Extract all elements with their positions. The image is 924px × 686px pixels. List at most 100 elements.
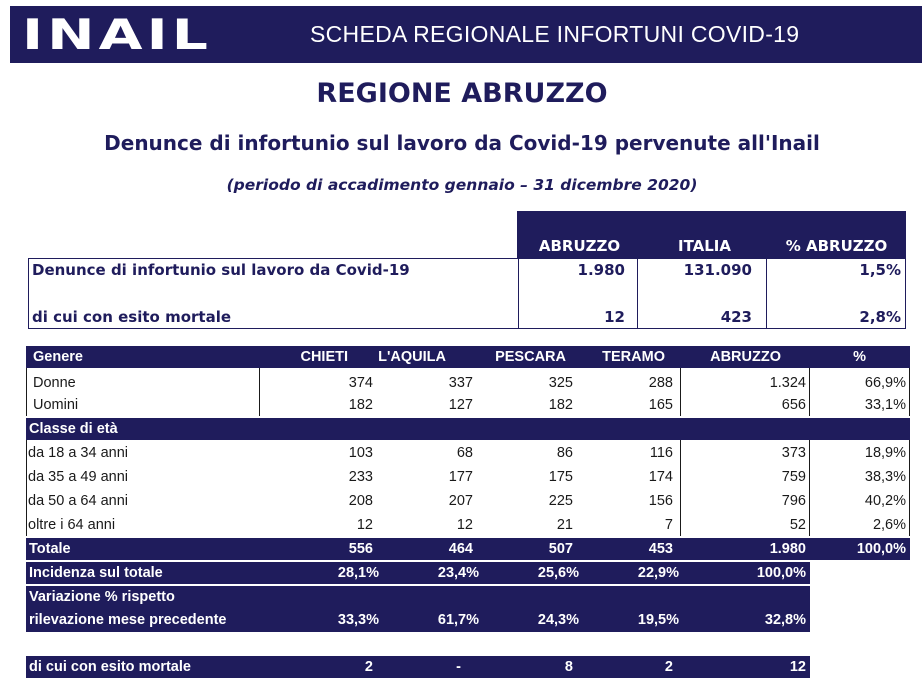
- table-row-totale: Totale 556 464 507 453 1.980 100,0%: [26, 538, 910, 560]
- table-row: oltre i 64 anni 12 12 21 7 52 2,6%: [26, 514, 910, 536]
- table-row-mortale: di cui con esito mortale 2 - 8 2 12: [26, 656, 810, 678]
- col-header-teramo: TERAMO: [571, 346, 665, 368]
- cell-value: 21: [478, 514, 573, 536]
- row-label: Totale: [26, 538, 229, 560]
- cell-value: 337: [378, 372, 473, 394]
- cell-value: 2: [278, 656, 373, 678]
- col-header-genere: Genere: [30, 346, 233, 368]
- col-header-chieti: CHIETI: [258, 346, 348, 368]
- table-row-variazione: Variazione % rispetto rilevazione mese p…: [26, 586, 810, 632]
- cell-value: 127: [378, 394, 473, 416]
- cell-value: -: [366, 656, 461, 678]
- cell-value: 19,5%: [584, 609, 679, 631]
- region-title: REGIONE ABRUZZO: [0, 78, 924, 109]
- section-label: Classe di età: [26, 418, 229, 440]
- cell-value: 233: [278, 466, 373, 488]
- cell-value: 116: [578, 442, 673, 464]
- summary-value: 12: [515, 308, 625, 326]
- cell-value: 103: [278, 442, 373, 464]
- cell-value: 25,6%: [484, 562, 579, 584]
- row-label: Uomini: [30, 394, 233, 416]
- summary-row-label: Denunce di infortunio sul lavoro da Covi…: [32, 261, 410, 279]
- table-row: Uomini 182 127 182 165 656 33,1%: [26, 394, 910, 416]
- cell-value: 7: [578, 514, 673, 536]
- cell-value: 40,2%: [816, 490, 906, 512]
- cell-value: 24,3%: [484, 609, 579, 631]
- row-label: da 35 a 49 anni: [28, 466, 228, 488]
- cell-value: 8: [478, 656, 573, 678]
- table-row-incidenza: Incidenza sul totale 28,1% 23,4% 25,6% 2…: [26, 562, 810, 584]
- row-label: oltre i 64 anni: [28, 514, 228, 536]
- cell-value: 507: [478, 538, 573, 560]
- page-subtitle: Denunce di infortunio sul lavoro da Covi…: [0, 131, 924, 155]
- summary-col-italia: ITALIA: [642, 211, 767, 258]
- table-row: da 50 a 64 anni 208 207 225 156 796 40,2…: [26, 490, 910, 512]
- cell-value: 656: [706, 394, 806, 416]
- cell-value: 22,9%: [584, 562, 679, 584]
- inail-logo: INAIL: [22, 10, 212, 60]
- cell-value: 464: [378, 538, 473, 560]
- header-banner: INAIL SCHEDA REGIONALE INFORTUNI COVID-1…: [10, 6, 922, 63]
- row-label: da 50 a 64 anni: [28, 490, 228, 512]
- cell-value: 61,7%: [384, 609, 479, 631]
- section-header-age: Classe di età: [26, 418, 910, 440]
- cell-value: 12: [378, 514, 473, 536]
- row-label: Incidenza sul totale: [26, 562, 249, 584]
- cell-value: 2,6%: [816, 514, 906, 536]
- cell-value: 156: [578, 490, 673, 512]
- cell-value: 325: [478, 372, 573, 394]
- cell-value: 66,9%: [816, 372, 906, 394]
- summary-value: 2,8%: [791, 308, 901, 326]
- cell-value: 225: [478, 490, 573, 512]
- table-row: da 18 a 34 anni 103 68 86 116 373 18,9%: [26, 442, 910, 464]
- cell-value: 175: [478, 466, 573, 488]
- cell-value: 182: [278, 394, 373, 416]
- cell-value: 68: [378, 442, 473, 464]
- header-title: SCHEDA REGIONALE INFORTUNI COVID-19: [310, 6, 799, 63]
- cell-value: 32,8%: [706, 609, 806, 631]
- cell-value: 208: [278, 490, 373, 512]
- cell-value: 177: [378, 466, 473, 488]
- row-label: Variazione % rispetto: [26, 586, 289, 608]
- cell-value: 12: [706, 656, 806, 678]
- cell-value: 453: [578, 538, 673, 560]
- table-header-row: Genere CHIETI L'AQUILA PESCARA TERAMO AB…: [26, 346, 910, 368]
- cell-value: 38,3%: [816, 466, 906, 488]
- cell-value: 556: [278, 538, 373, 560]
- cell-value: 288: [578, 372, 673, 394]
- cell-value: 1.980: [706, 538, 806, 560]
- cell-value: 174: [578, 466, 673, 488]
- summary-header: ABRUZZO ITALIA % ABRUZZO: [517, 211, 906, 258]
- cell-value: 100,0%: [706, 562, 806, 584]
- row-label: Donne: [30, 372, 233, 394]
- cell-value: 2: [578, 656, 673, 678]
- cell-value: 1.324: [706, 372, 806, 394]
- row-label: rilevazione mese precedente: [26, 609, 289, 631]
- cell-value: 100,0%: [816, 538, 906, 560]
- summary-col-abruzzo: ABRUZZO: [517, 211, 642, 258]
- cell-value: 165: [578, 394, 673, 416]
- period-note: (periodo di accadimento gennaio – 31 dic…: [0, 176, 924, 194]
- cell-value: 373: [706, 442, 806, 464]
- summary-value: 131.090: [642, 261, 752, 279]
- summary-value: 423: [642, 308, 752, 326]
- summary-col-percent: % ABRUZZO: [767, 211, 906, 258]
- cell-value: 18,9%: [816, 442, 906, 464]
- cell-value: 374: [278, 372, 373, 394]
- table-row: da 35 a 49 anni 233 177 175 174 759 38,3…: [26, 466, 910, 488]
- summary-value: 1,5%: [791, 261, 901, 279]
- cell-value: 52: [706, 514, 806, 536]
- cell-value: 23,4%: [384, 562, 479, 584]
- cell-value: 33,3%: [284, 609, 379, 631]
- row-label: di cui con esito mortale: [26, 656, 259, 678]
- col-header-laquila: L'AQUILA: [356, 346, 446, 368]
- summary-table: ABRUZZO ITALIA % ABRUZZO Denunce di info…: [28, 211, 906, 329]
- cell-value: 86: [478, 442, 573, 464]
- summary-value: 1.980: [515, 261, 625, 279]
- cell-value: 796: [706, 490, 806, 512]
- cell-value: 28,1%: [284, 562, 379, 584]
- cell-value: 33,1%: [816, 394, 906, 416]
- cell-value: 182: [478, 394, 573, 416]
- table-row: Donne 374 337 325 288 1.324 66,9%: [26, 372, 910, 394]
- cell-value: 12: [278, 514, 373, 536]
